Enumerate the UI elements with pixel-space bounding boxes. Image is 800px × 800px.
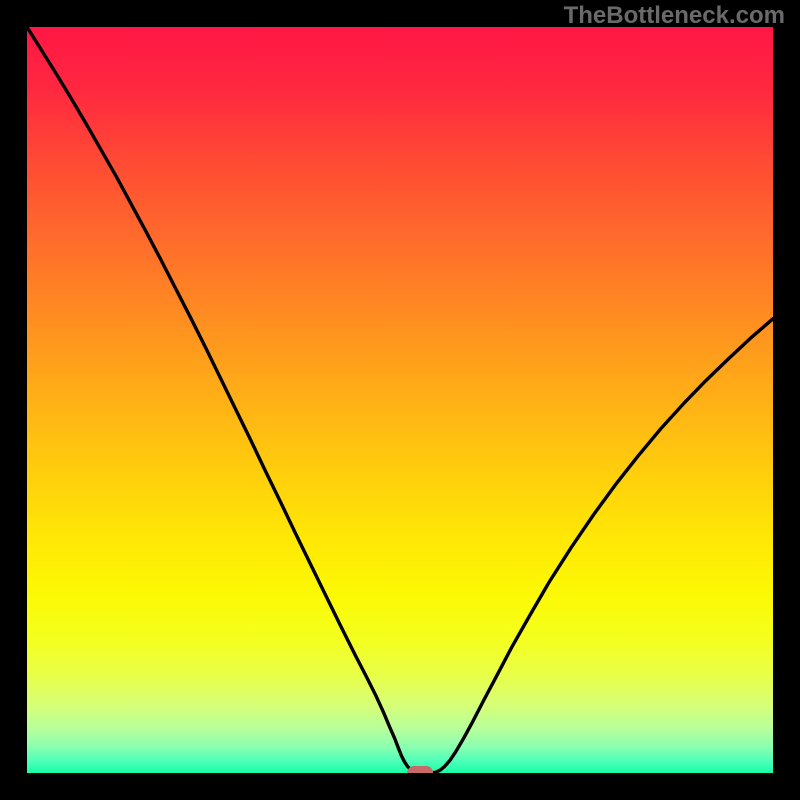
optimal-marker [407, 766, 433, 773]
chart-frame: TheBottleneck.com [0, 0, 800, 800]
chart-plot [27, 27, 773, 773]
watermark-text: TheBottleneck.com [564, 2, 785, 30]
gradient-background [27, 27, 773, 773]
